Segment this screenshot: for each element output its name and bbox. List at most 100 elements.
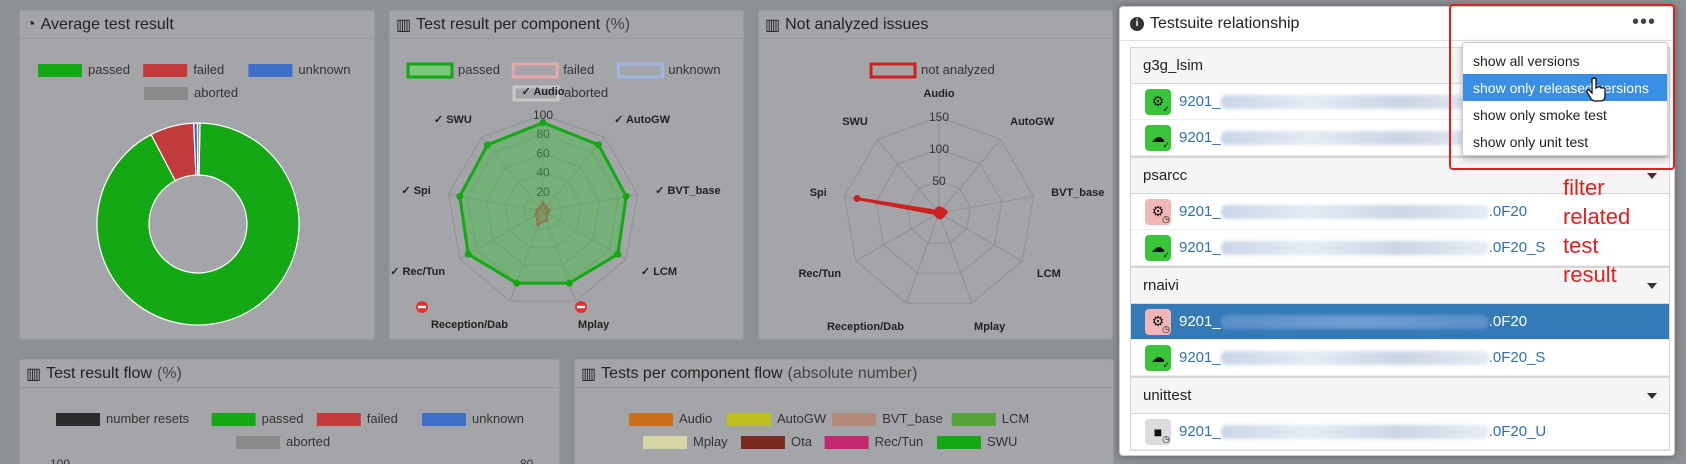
panel-title-suffix: (%) (605, 15, 631, 33)
radar-point (456, 192, 464, 200)
radar-gridline (906, 180, 972, 244)
group-header[interactable]: rnaivi (1131, 268, 1669, 304)
legend-label: failed (367, 411, 398, 426)
test-result-flow-panel: ▥ Test result flow (%) number resets pass… (19, 359, 560, 464)
tests-per-component-flow-panel: ▥ Tests per component flow (absolute num… (574, 359, 1114, 464)
component-flow-legend: Audio AutoGW BVT_base LCM Mplay Ota Rec/Tun SWU (629, 411, 1029, 449)
radar-axis-label: AutoGW (1010, 116, 1055, 128)
y-axis-tick: 80 (520, 457, 534, 464)
panel-title-suffix: (absolute number) (787, 364, 918, 382)
cloud-status-icon: ☁ ✓ (1145, 234, 1171, 261)
group-name: psarcc (1143, 167, 1188, 184)
legend-label: BVT_base (882, 411, 943, 426)
legend-label: unknown (298, 62, 350, 77)
group-header[interactable]: psarcc (1131, 158, 1669, 194)
per-component-chart: passed failed unknown aborted✓ Audio ✓ AutoG… (390, 62, 720, 331)
version-suffix: .0F20 (1488, 203, 1528, 220)
check-icon: ✓ (1162, 103, 1170, 114)
testsuite-header: i Testsuite relationship (1120, 7, 1674, 41)
legend-label: Audio (679, 411, 712, 426)
radar-axis-label: SWU (842, 116, 868, 128)
menu-item[interactable]: show only released versions (1463, 74, 1667, 101)
build-status-icon: ⚙ ✓ (1145, 88, 1171, 115)
menu-item[interactable]: show all versions (1473, 52, 1580, 69)
radar-gridline (523, 191, 563, 230)
radar-tick-label: 150 (929, 110, 949, 124)
panel-title: Tests per component flow (601, 364, 783, 382)
legend-swatch (616, 62, 664, 79)
testsuite-item[interactable]: ■ ◷ 9201_ .0F20_U (1131, 414, 1669, 450)
legend-label: AutoGW (777, 411, 827, 426)
legend-label: not analyzed (921, 62, 995, 77)
radar-axis-label: Reception/Dab (827, 321, 904, 333)
caret-down-icon[interactable] (1647, 172, 1657, 179)
radar-point (537, 205, 542, 210)
legend-swatch (512, 85, 560, 102)
version-suffix: .0F20_U (1488, 423, 1547, 440)
legend-label: aborted (286, 434, 330, 449)
radar-point (614, 250, 622, 258)
caret-down-icon[interactable] (1647, 282, 1657, 289)
testsuite-item[interactable]: ☁ ✓ 9201_ (1131, 120, 1669, 156)
redacted-text (1220, 314, 1489, 329)
radar-axis-label: ✓ LCM (641, 266, 677, 278)
testsuite-item[interactable]: ⚙ ◷ 9201_ .0F20 (1131, 194, 1669, 230)
version-suffix: .0F20 (1488, 313, 1528, 330)
check-icon: ✓ (1162, 249, 1170, 260)
legend-swatch (727, 413, 771, 426)
not-analyzed-issues-panel: ▥ Not analyzed issues not analyzed Audio A… (758, 10, 1113, 340)
build-status-icon: ⚙ ◷ (1145, 198, 1171, 225)
radar-axis (938, 195, 1034, 214)
redacted-text (1220, 350, 1489, 365)
testsuite-item[interactable]: ☁ ✓ 9201_ .0F20_S (1131, 340, 1669, 376)
radar-point (541, 201, 545, 206)
caret-down-icon[interactable] (1647, 392, 1657, 399)
annotation-line: test (1563, 233, 1599, 258)
menu-item[interactable]: show only unit test (1473, 133, 1589, 150)
legend-swatch (951, 413, 996, 426)
blocked-icon-bar (577, 305, 585, 309)
not-analyzed-chart: not analyzed Audio AutoGW BVT_base LCM Mplay R… (798, 62, 1104, 333)
group-header[interactable]: unittest (1131, 378, 1669, 414)
testsuite-item[interactable]: ⚙ ◷ 9201_ .0F20 (1131, 304, 1669, 340)
redacted-text (1220, 240, 1489, 255)
radar-axis (938, 139, 1002, 214)
radar-series-not-analyzed (856, 197, 947, 218)
panel-title: Not analyzed issues (785, 15, 929, 33)
radar-point (934, 208, 942, 216)
testsuite-item[interactable]: ⚙ ✓ 9201_ (1131, 84, 1669, 120)
testsuite-group-rnaivi: rnaivi ⚙ ◷ 9201_ .0F20 ☁ ✓ 9201_ .0F20_S (1130, 267, 1670, 377)
version-prefix: 9201_ (1179, 93, 1221, 110)
blocked-icon-bar (418, 305, 426, 309)
legend-label: Mplay (693, 434, 728, 449)
testsuite-group-psarcc: psarcc ⚙ ◷ 9201_ .0F20 ☁ ✓ 9201_ .0F20_S (1130, 157, 1670, 267)
version-prefix: 9201_ (1179, 349, 1221, 366)
legend-label: passed (88, 62, 130, 77)
radar-axis (905, 212, 940, 304)
radar-axis-label: Mplay (578, 319, 610, 331)
radar-axis-label: ✓ Spi (401, 185, 430, 197)
donut-slice-passed (96, 122, 300, 326)
radar-gridline (843, 116, 1035, 304)
radar-axis (542, 193, 638, 212)
group-name: unittest (1143, 387, 1192, 404)
legend-label: aborted (564, 85, 608, 100)
radar-tick-label: 80 (536, 127, 550, 141)
y-axis-tick: 100 (50, 457, 70, 464)
radar-axis (448, 193, 544, 212)
radar-point (544, 218, 549, 223)
radar-tick-label: 60 (536, 146, 550, 160)
radar-point (536, 222, 541, 227)
check-icon: ✓ (1162, 139, 1170, 150)
legend-label: number resets (106, 411, 190, 426)
redacted-text (1220, 424, 1489, 439)
legend-swatch (741, 436, 785, 449)
highlight-box (1449, 4, 1675, 170)
radar-point (622, 192, 630, 200)
menu-item[interactable]: show only smoke test (1473, 106, 1607, 123)
legend-label: passed (262, 411, 304, 426)
legend-swatch (511, 62, 559, 79)
radar-point (545, 211, 550, 216)
version-prefix: 9201_ (1179, 203, 1221, 220)
testsuite-item[interactable]: ☁ ✓ 9201_ .0F20_S (1131, 230, 1669, 266)
